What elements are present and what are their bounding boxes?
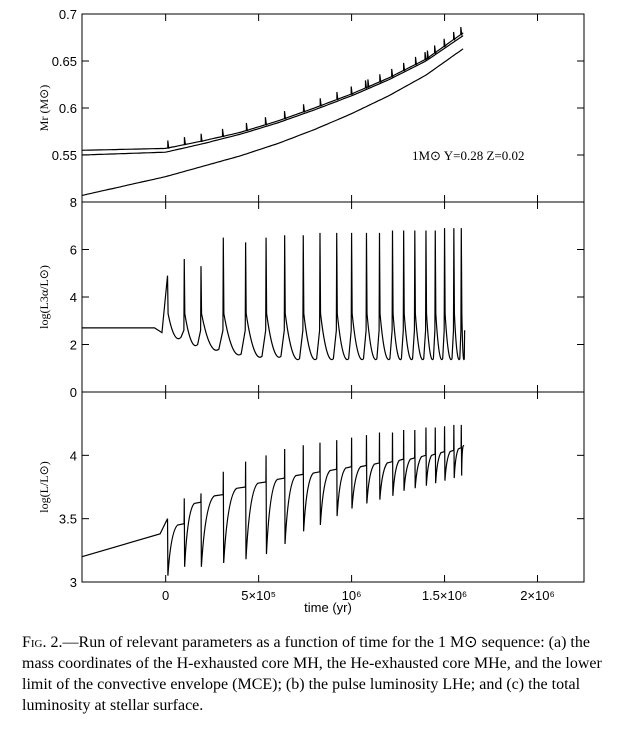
y-tick-label: 4 <box>70 290 77 305</box>
panel-a-mass: 0.55 0.6 0.65 0.7 Mr (M⊙) 1M⊙ Y=0.28 Z=0.02 <box>37 7 585 203</box>
y-axis-label: Mr (M⊙) <box>37 85 51 131</box>
annotation: 1M⊙ Y=0.28 Z=0.02 <box>412 148 524 163</box>
plot-frame <box>81 201 585 393</box>
series-line-1 <box>81 26 464 151</box>
y-tick-label: 2 <box>70 338 77 353</box>
x-tick-label: 2×10⁶ <box>520 588 555 603</box>
y-tick-label: 3.5 <box>59 512 77 527</box>
panel-c-total-luminosity: 3 3.5 4 log(L/L⊙) 0 5×10⁵ 10⁶ 1.5×10⁶ 2×10⁶ <box>37 391 585 603</box>
y-tick-label: 0.6 <box>59 101 77 116</box>
x-tick-label: 10⁶ <box>342 588 362 603</box>
y-tick-label: 0.65 <box>52 54 77 69</box>
total-luminosity-line <box>81 424 465 576</box>
series-line-3 <box>81 48 464 196</box>
series-line-2 <box>81 35 464 156</box>
caption-text: —Run of relevant parameters as a functio… <box>22 634 602 714</box>
caption-fig-label: Fig. 2. <box>22 634 63 651</box>
y-tick-label: 0 <box>70 385 77 400</box>
plot-frame <box>81 391 585 583</box>
plot-frame <box>81 13 585 203</box>
y-tick-label: 6 <box>70 243 77 258</box>
x-tick-label: 1.5×10⁶ <box>422 588 467 603</box>
x-tick-label: 5×10⁵ <box>241 588 276 603</box>
y-tick-label: 3 <box>70 575 77 590</box>
pulse-luminosity-line <box>82 228 466 361</box>
y-axis-label: log(L/L⊙) <box>37 461 51 512</box>
figure: 0.55 0.6 0.65 0.7 Mr (M⊙) 1M⊙ Y=0.28 Z=0.02 0… <box>37 7 585 615</box>
y-tick-label: 4 <box>70 448 77 463</box>
x-tick-label: 0 <box>162 588 169 603</box>
x-axis-label: time (yr) <box>304 600 352 615</box>
y-tick-label: 8 <box>70 195 77 210</box>
y-tick-label: 0.7 <box>59 7 77 22</box>
y-axis-label: log(L3α/L⊙) <box>37 265 51 329</box>
figure-caption: Fig. 2.—Run of relevant parameters as a … <box>22 632 612 716</box>
y-tick-label: 0.55 <box>52 148 77 163</box>
panel-b-helium-luminosity: 0 2 4 6 8 log(L3α/L⊙) <box>37 195 585 400</box>
